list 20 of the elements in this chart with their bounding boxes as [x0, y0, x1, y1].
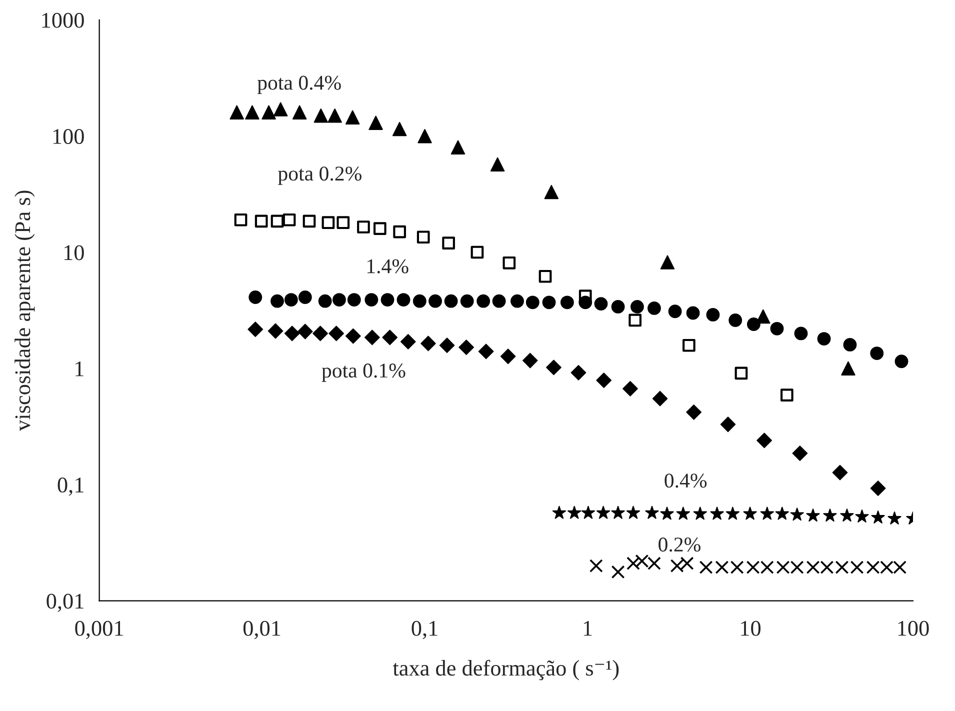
y-axis-title: viscosidade aparente (Pa s) [14, 190, 35, 431]
series-label: pota 0.1% [322, 364, 406, 382]
x-tick-label: 0,1 [412, 620, 438, 640]
series-label: 0.4% [664, 474, 707, 488]
y-tick-label: 1 [76, 361, 84, 376]
y-tick-label: 1000 [42, 12, 84, 28]
series-label: pota 0.2% [278, 166, 362, 185]
x-tick-label: 10 [741, 620, 761, 636]
x-tick-label: 100 [898, 620, 929, 636]
x-tick-label: 0,01 [243, 620, 280, 640]
y-tick-label: 0,01 [46, 594, 84, 612]
x-tick-label: 1 [584, 620, 592, 636]
y-tick-label: 10 [64, 245, 84, 260]
x-axis-title: taxa de deformação ( s⁻¹) [392, 660, 619, 680]
series-label: 0.2% [658, 538, 700, 552]
x-tick-label: 0,001 [75, 620, 123, 640]
y-tick-label: 0,1 [58, 478, 84, 496]
series-label: pota 0.4% [257, 76, 341, 94]
series-label: 1.4% [367, 259, 408, 274]
y-tick-label: 100 [53, 129, 84, 144]
